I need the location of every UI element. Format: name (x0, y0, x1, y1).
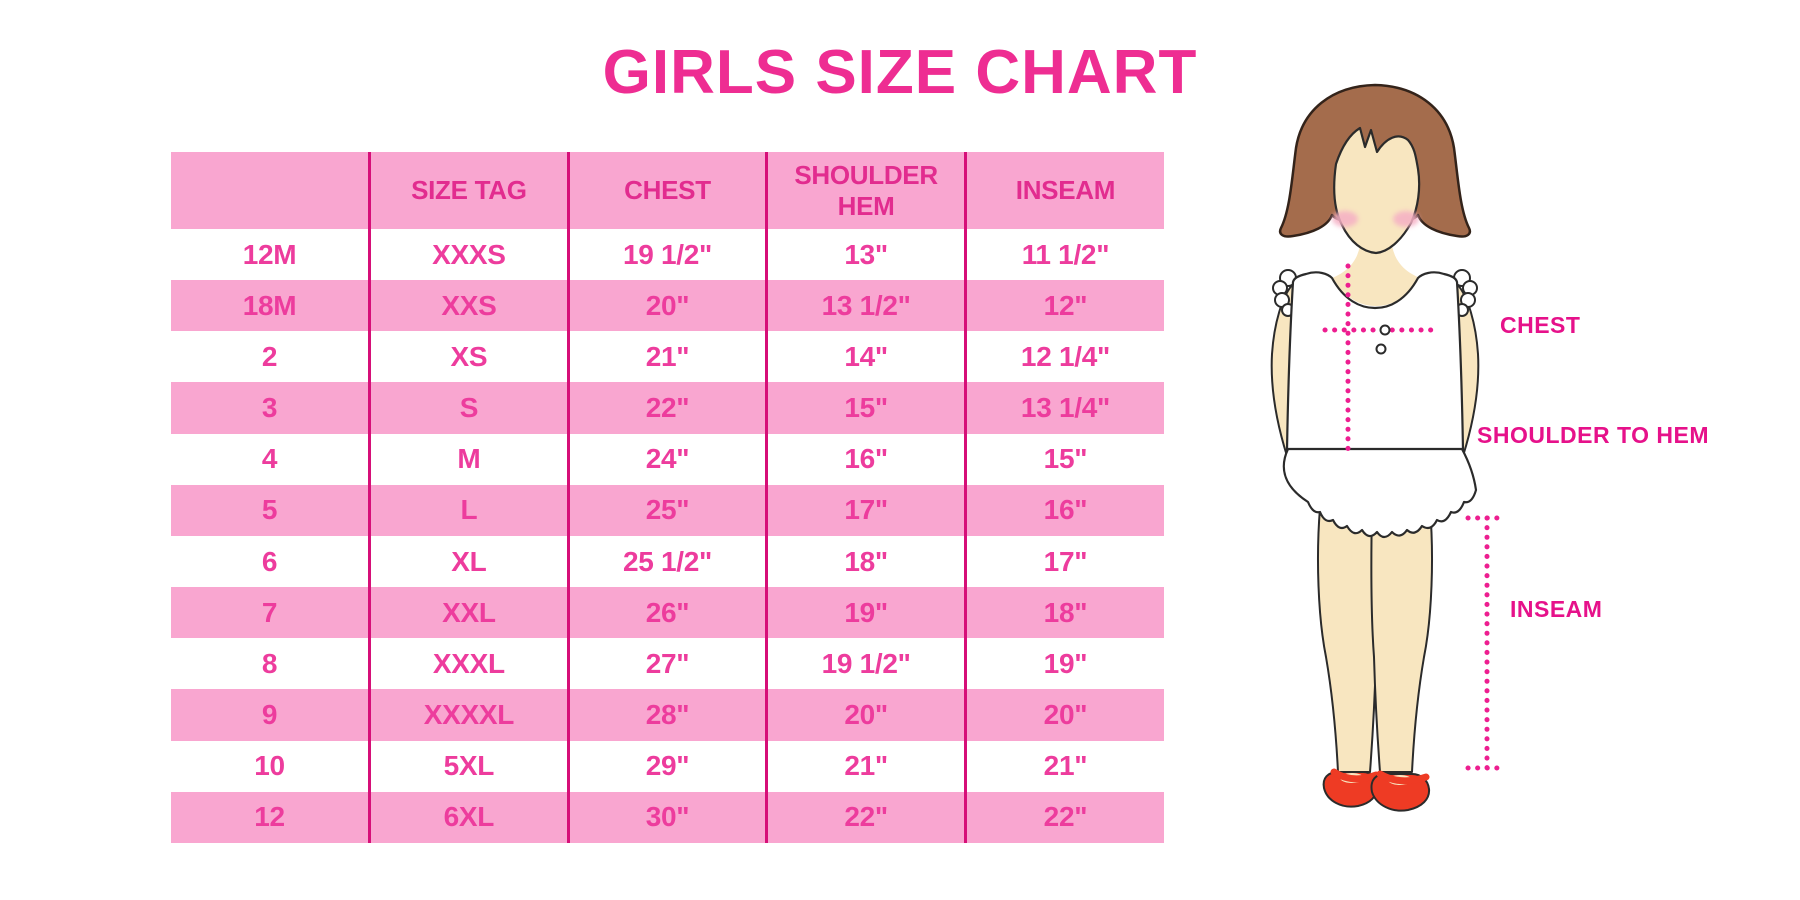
inseam-label: INSEAM (1510, 596, 1603, 622)
table-row-7: 7 XXL 26" 19" 18" (171, 587, 1164, 639)
cell-inseam: 13 1/4" (963, 382, 1164, 434)
leg-left (1317, 507, 1380, 773)
cell-shoulder-hem: 16" (765, 433, 966, 485)
table-row-9: 9 XXXXL 28" 20" 20" (171, 689, 1164, 741)
cell-size-tag: XXL (368, 587, 569, 639)
cell-chest: 27" (566, 638, 767, 690)
cell-chest: 25" (566, 484, 767, 536)
cell-size-tag: 6XL (368, 791, 569, 843)
cell-inseam: 11 1/2" (963, 229, 1164, 281)
cell-size: 7 (171, 587, 370, 639)
cell-size-tag: XL (368, 535, 569, 588)
cell-size: 3 (171, 382, 370, 434)
table-row-5: 5 L 25" 17" 16" (171, 484, 1164, 536)
cell-chest: 26" (566, 587, 767, 639)
cell-chest: 21" (566, 331, 767, 383)
shoulder-to-hem-label: SHOULDER TO HEM (1477, 422, 1709, 448)
inseam-guide-line (1465, 515, 1503, 771)
col-header-inseam: INSEAM (963, 152, 1164, 229)
table-row-12m: 12M XXXS 19 1/2" 13" 11 1/2" (171, 229, 1164, 281)
cell-inseam: 19" (963, 638, 1164, 690)
cell-inseam: 12 1/4" (963, 331, 1164, 383)
shoes (1322, 768, 1431, 812)
girl-figure-illustration (1270, 83, 1503, 812)
cell-inseam: 20" (963, 689, 1164, 741)
cell-inseam: 12" (963, 280, 1164, 332)
cell-size: 8 (171, 638, 370, 690)
cell-size: 10 (171, 740, 370, 792)
cell-chest: 24" (566, 433, 767, 485)
cell-size: 18M (171, 280, 370, 332)
header-row: SIZE TAG CHEST SHOULDER HEM INSEAM (171, 152, 1164, 229)
cell-shoulder-hem: 19" (765, 587, 966, 639)
table-row-3: 3 S 22" 15" 13 1/4" (171, 382, 1164, 434)
cell-size-tag: L (368, 484, 569, 536)
table-row-12: 12 6XL 30" 22" 22" (171, 791, 1164, 843)
table-row-4: 4 M 24" 16" 15" (171, 433, 1164, 485)
table-body: 12M XXXS 19 1/2" 13" 11 1/2" 18M XXS 20"… (171, 229, 1164, 843)
cell-chest: 20" (566, 280, 767, 332)
cell-shoulder-hem: 22" (765, 791, 966, 843)
blush-left (1332, 211, 1358, 227)
table-row-10: 10 5XL 29" 21" 21" (171, 740, 1164, 792)
cell-chest: 29" (566, 740, 767, 792)
cell-shoulder-hem: 13" (765, 229, 966, 281)
cell-shoulder-hem: 19 1/2" (765, 638, 966, 690)
cell-size-tag: S (368, 382, 569, 434)
cell-chest: 25 1/2" (566, 535, 767, 588)
cell-size: 9 (171, 689, 370, 741)
cell-size-tag: XXXS (368, 229, 569, 281)
cell-shoulder-hem: 17" (765, 484, 966, 536)
cell-shoulder-hem: 21" (765, 740, 966, 792)
col-header-shoulder-hem: SHOULDER HEM (765, 152, 966, 229)
cell-inseam: 18" (963, 587, 1164, 639)
cell-size: 12M (171, 229, 370, 281)
cell-size-tag: XXXXL (368, 689, 569, 741)
button-top (1379, 324, 1391, 336)
cell-inseam: 21" (963, 740, 1164, 792)
cell-inseam: 22" (963, 791, 1164, 843)
cell-size: 4 (171, 433, 370, 485)
col-header-size-tag: SIZE TAG (368, 152, 569, 229)
cell-size-tag: 5XL (368, 740, 569, 792)
cell-chest: 28" (566, 689, 767, 741)
col-header-blank (171, 152, 370, 229)
top-garment (1285, 271, 1465, 452)
cell-size: 12 (171, 791, 370, 843)
table-row-8: 8 XXXL 27" 19 1/2" 19" (171, 638, 1164, 690)
skirt-ruffle (1282, 447, 1478, 539)
blush-right (1393, 211, 1419, 227)
chest-label: CHEST (1500, 312, 1581, 338)
table-header: SIZE TAG CHEST SHOULDER HEM INSEAM (171, 152, 1164, 229)
table-row-18m: 18M XXS 20" 13 1/2" 12" (171, 280, 1164, 332)
cell-chest: 19 1/2" (566, 229, 767, 281)
page-title: GIRLS SIZE CHART (602, 38, 1198, 107)
size-chart-table: SIZE TAG CHEST SHOULDER HEM INSEAM 12M X… (171, 152, 1164, 843)
face-shape (1333, 126, 1421, 255)
cell-shoulder-hem: 14" (765, 331, 966, 383)
cell-size-tag: XS (368, 331, 569, 383)
table-row-6: 6 XL 25 1/2" 18" 17" (171, 535, 1164, 588)
col-header-chest: CHEST (566, 152, 767, 229)
cell-shoulder-hem: 13 1/2" (765, 280, 966, 332)
cell-inseam: 15" (963, 433, 1164, 485)
leg-right (1370, 507, 1433, 773)
cell-chest: 22" (566, 382, 767, 434)
cell-size-tag: XXXL (368, 638, 569, 690)
cell-size-tag: XXS (368, 280, 569, 332)
cell-inseam: 17" (963, 535, 1164, 588)
cell-size: 2 (171, 331, 370, 383)
cell-shoulder-hem: 15" (765, 382, 966, 434)
cell-shoulder-hem: 18" (765, 535, 966, 588)
cell-size-tag: M (368, 433, 569, 485)
button-bottom (1375, 343, 1387, 355)
cell-size: 5 (171, 484, 370, 536)
cell-inseam: 16" (963, 484, 1164, 536)
cell-size: 6 (171, 535, 370, 588)
cell-chest: 30" (566, 791, 767, 843)
table-row-2: 2 XS 21" 14" 12 1/4" (171, 331, 1164, 383)
cell-shoulder-hem: 20" (765, 689, 966, 741)
neck-skin (1332, 237, 1420, 306)
